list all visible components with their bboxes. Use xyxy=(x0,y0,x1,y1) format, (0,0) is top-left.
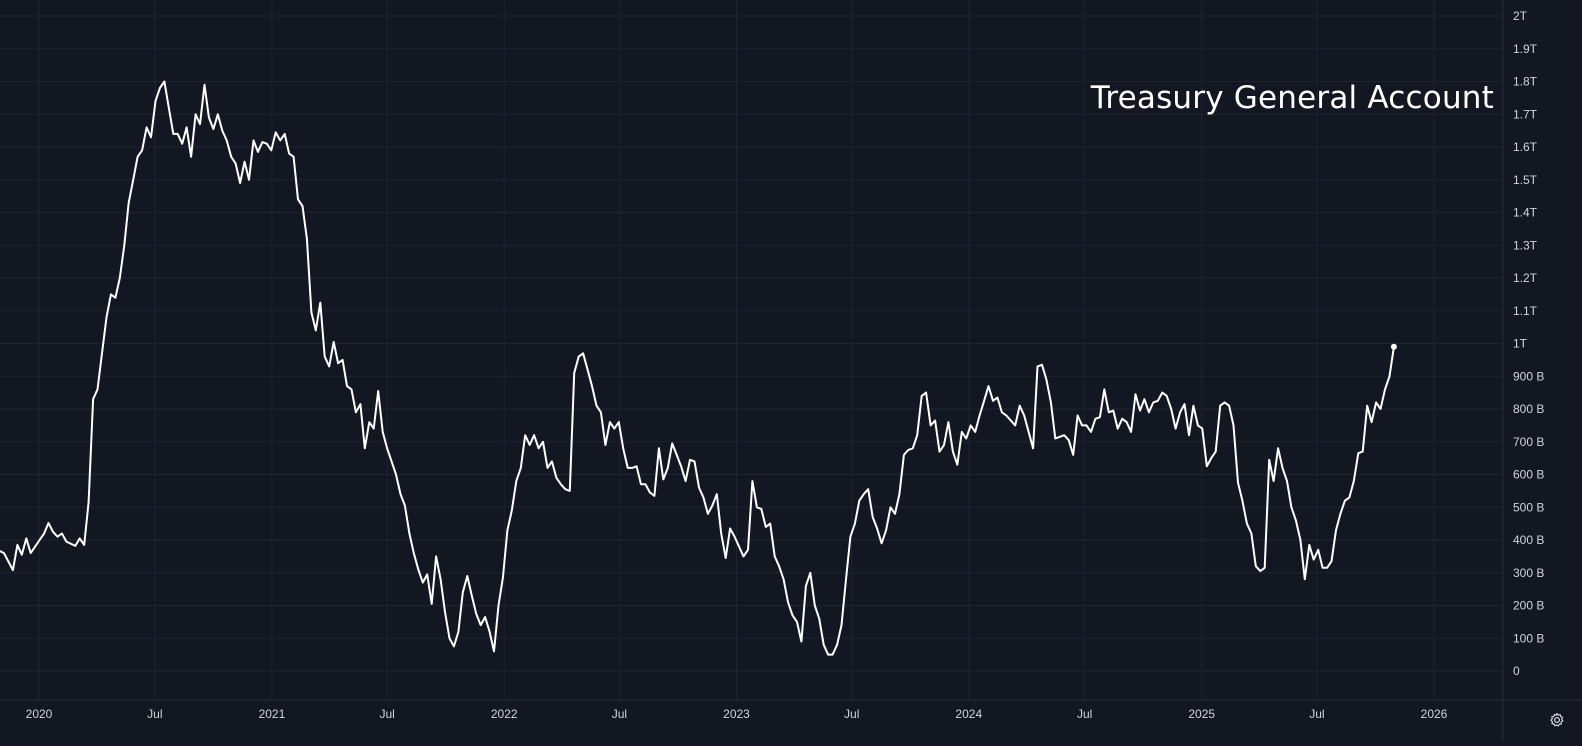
x-tick-label: 2025 xyxy=(1188,707,1215,721)
chart-settings-button[interactable] xyxy=(1546,709,1568,731)
y-tick-label: 0 xyxy=(1513,664,1520,678)
x-tick-label: Jul xyxy=(1309,707,1324,721)
y-tick-label: 1.6T xyxy=(1513,140,1538,154)
y-tick-label: 900 B xyxy=(1513,369,1544,383)
y-tick-label: 400 B xyxy=(1513,533,1544,547)
y-tick-label: 800 B xyxy=(1513,402,1544,416)
x-tick-label: Jul xyxy=(1077,707,1092,721)
x-tick-label: Jul xyxy=(844,707,859,721)
y-tick-label: 500 B xyxy=(1513,500,1544,514)
y-tick-label: 1.4T xyxy=(1513,206,1538,220)
y-tick-label: 200 B xyxy=(1513,599,1544,613)
x-tick-label: 2023 xyxy=(723,707,750,721)
y-tick-label: 700 B xyxy=(1513,435,1544,449)
chart-title: Treasury General Account xyxy=(1090,80,1494,116)
last-value-marker xyxy=(1390,343,1397,350)
gear-icon xyxy=(1550,712,1564,727)
y-tick-label: 1.2T xyxy=(1513,271,1538,285)
y-tick-label: 600 B xyxy=(1513,468,1544,482)
x-tick-label: 2024 xyxy=(955,707,982,721)
x-tick-label: Jul xyxy=(612,707,627,721)
y-tick-label: 1.7T xyxy=(1513,107,1538,121)
y-tick-label: 1.8T xyxy=(1513,75,1538,89)
series-layer xyxy=(0,80,1397,656)
x-tick-label: 2026 xyxy=(1421,707,1448,721)
x-tick-label: 2021 xyxy=(259,707,286,721)
x-tick-label: 2020 xyxy=(26,707,53,721)
y-tick-label: 1.1T xyxy=(1513,304,1538,318)
y-tick-label: 2T xyxy=(1513,9,1528,23)
y-tick-label: 1.5T xyxy=(1513,173,1538,187)
grid-layer xyxy=(0,0,1503,700)
y-tick-label: 1T xyxy=(1513,337,1528,351)
x-tick-label: 2022 xyxy=(491,707,518,721)
y-tick-label: 1.3T xyxy=(1513,238,1538,252)
y-tick-label: 300 B xyxy=(1513,566,1544,580)
y-tick-label: 100 B xyxy=(1513,631,1544,645)
x-tick-label: Jul xyxy=(379,707,394,721)
x-tick-label: Jul xyxy=(147,707,162,721)
y-tick-label: 1.9T xyxy=(1513,42,1538,56)
series-line xyxy=(0,80,1395,656)
